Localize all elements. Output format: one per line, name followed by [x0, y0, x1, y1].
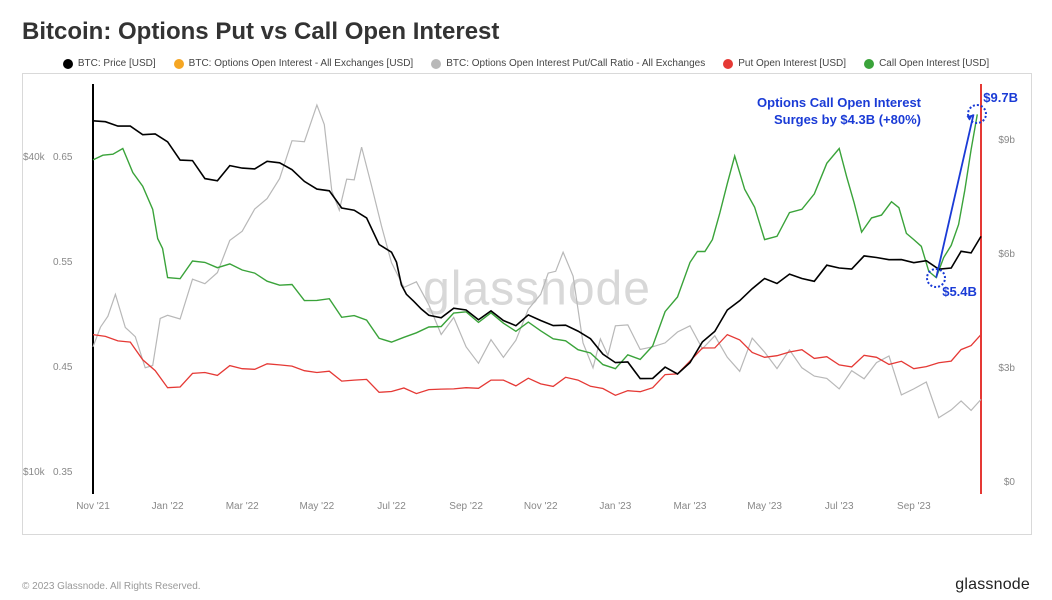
legend-item: Call Open Interest [USD]	[864, 58, 989, 69]
chart-svg	[93, 84, 981, 494]
x-tick: May '23	[747, 501, 782, 512]
legend-swatch	[431, 59, 441, 69]
y-oi-tick: $3b	[998, 363, 1015, 374]
x-tick: Sep '23	[897, 501, 931, 512]
annotation-line2: Surges by $4.3B (+80%)	[774, 112, 921, 127]
chart-frame: glassnode 0.350.450.550.65$10k$40k$0$3b$…	[22, 73, 1032, 535]
marker-circle	[926, 268, 946, 288]
copyright-text: © 2023 Glassnode. All Rights Reserved.	[22, 581, 201, 592]
x-tick: Jul '22	[377, 501, 406, 512]
legend-swatch	[174, 59, 184, 69]
call-line	[93, 114, 977, 368]
annotation-line1: Options Call Open Interest	[757, 95, 921, 110]
y-oi-tick: $6b	[998, 249, 1015, 260]
callout-bottom: $5.4B	[942, 284, 977, 299]
y-ratio-tick: 0.55	[53, 257, 72, 268]
legend-label: Call Open Interest [USD]	[879, 58, 989, 69]
chart-title: Bitcoin: Options Put vs Call Open Intere…	[22, 18, 1030, 46]
y-ratio-tick: 0.65	[53, 152, 72, 163]
x-tick: May '22	[300, 501, 335, 512]
x-tick: Sep '22	[449, 501, 483, 512]
legend-swatch	[723, 59, 733, 69]
legend-item: BTC: Options Open Interest - All Exchang…	[174, 58, 414, 69]
legend-swatch	[63, 59, 73, 69]
annotation-text: Options Call Open Interest Surges by $4.3…	[757, 95, 921, 128]
brand-logo: glassnode	[955, 576, 1030, 594]
legend-item: BTC: Price [USD]	[63, 58, 156, 69]
marker-circle	[967, 104, 987, 124]
x-tick: Jul '23	[825, 501, 854, 512]
x-tick: Jan '22	[152, 501, 184, 512]
legend-item: Put Open Interest [USD]	[723, 58, 846, 69]
legend-label: Put Open Interest [USD]	[738, 58, 846, 69]
x-tick: Jan '23	[599, 501, 631, 512]
y-price-tick: $10k	[23, 467, 45, 478]
legend-swatch	[864, 59, 874, 69]
y-oi-tick: $9b	[998, 135, 1015, 146]
put-line	[93, 335, 981, 396]
y-price-tick: $40k	[23, 152, 45, 163]
y-ratio-tick: 0.45	[53, 362, 72, 373]
legend-label: BTC: Options Open Interest - All Exchang…	[189, 58, 414, 69]
legend-item: BTC: Options Open Interest Put/Call Rati…	[431, 58, 705, 69]
y-oi-tick: $0	[1004, 477, 1015, 488]
legend: BTC: Price [USD] BTC: Options Open Intere…	[22, 58, 1030, 69]
y-ratio-tick: 0.35	[53, 467, 72, 478]
x-tick: Nov '21	[76, 501, 110, 512]
ratio-line	[93, 105, 981, 418]
callout-top: $9.7B	[983, 90, 1018, 105]
plot-area: glassnode 0.350.450.550.65$10k$40k$0$3b$…	[93, 84, 981, 494]
chart-page: Bitcoin: Options Put vs Call Open Intere…	[0, 0, 1052, 600]
x-tick: Mar '23	[673, 501, 706, 512]
legend-label: BTC: Price [USD]	[78, 58, 156, 69]
legend-label: BTC: Options Open Interest Put/Call Rati…	[446, 58, 705, 69]
x-tick: Nov '22	[524, 501, 558, 512]
x-tick: Mar '22	[226, 501, 259, 512]
